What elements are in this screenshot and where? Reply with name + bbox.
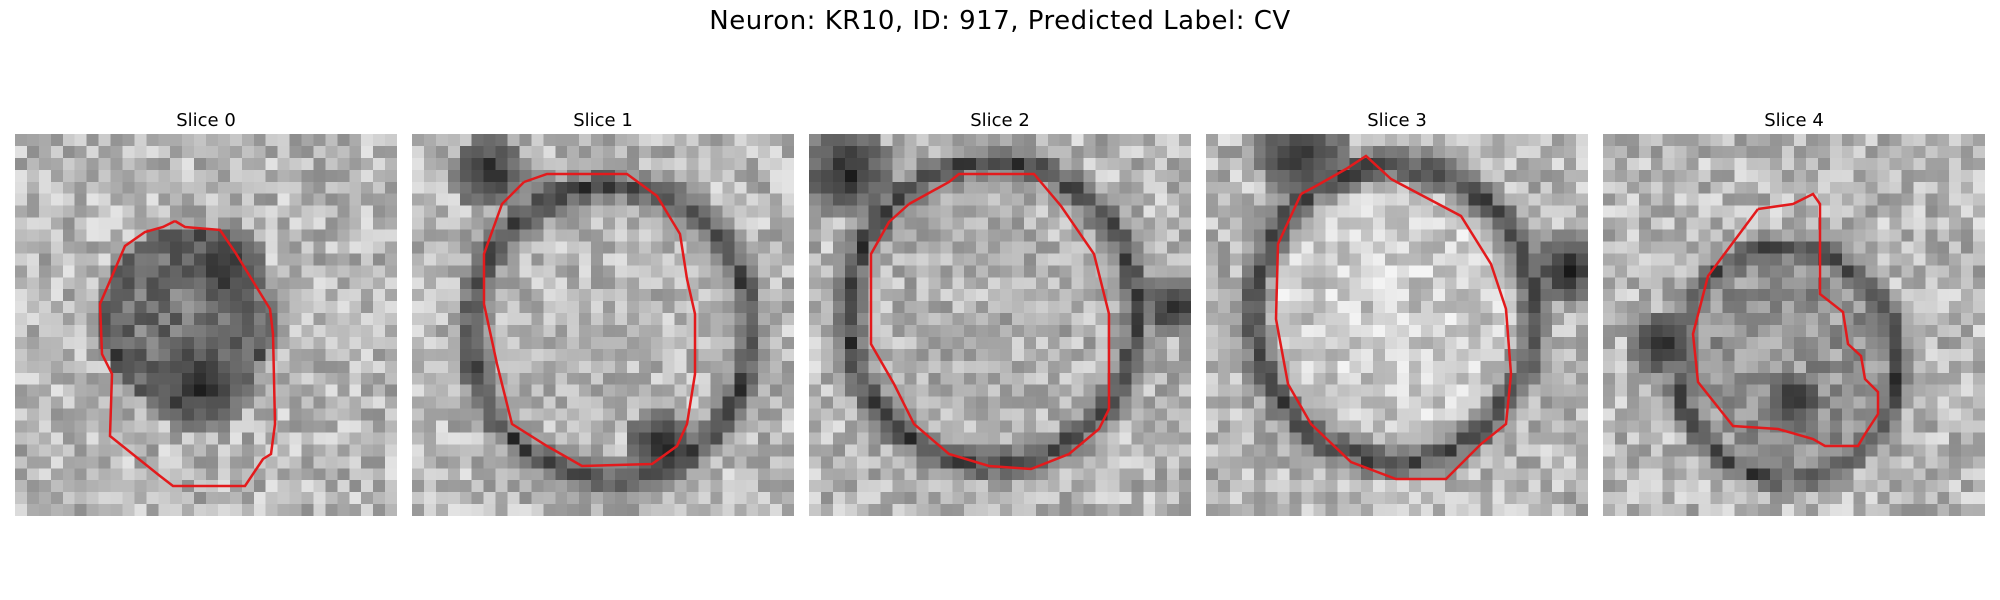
slice-1-image [412,134,794,516]
slice-0-image [15,134,397,516]
slice-0-contour [98,219,277,488]
slice-3-image [1206,134,1588,516]
figure-title: Neuron: KR10, ID: 917, Predicted Label: … [709,6,1291,36]
panel-title-slice-3: Slice 3 [1367,110,1427,131]
slice-1-contour [482,172,697,468]
segmentation-contour [482,172,697,468]
segmentation-contour [1691,192,1880,448]
segmentation-contour [98,219,277,488]
panel-title-slice-4: Slice 4 [1764,110,1824,131]
panel-title-slice-0: Slice 0 [176,110,236,131]
segmentation-contour [1274,154,1513,481]
panel-title-slice-1: Slice 1 [573,110,633,131]
slice-2-contour [869,172,1111,471]
slice-3-contour [1274,154,1513,481]
slice-4-image [1603,134,1985,516]
segmentation-contour [869,172,1111,471]
panel-title-slice-2: Slice 2 [970,110,1030,131]
slice-2-image [809,134,1191,516]
slice-4-contour [1691,192,1880,448]
